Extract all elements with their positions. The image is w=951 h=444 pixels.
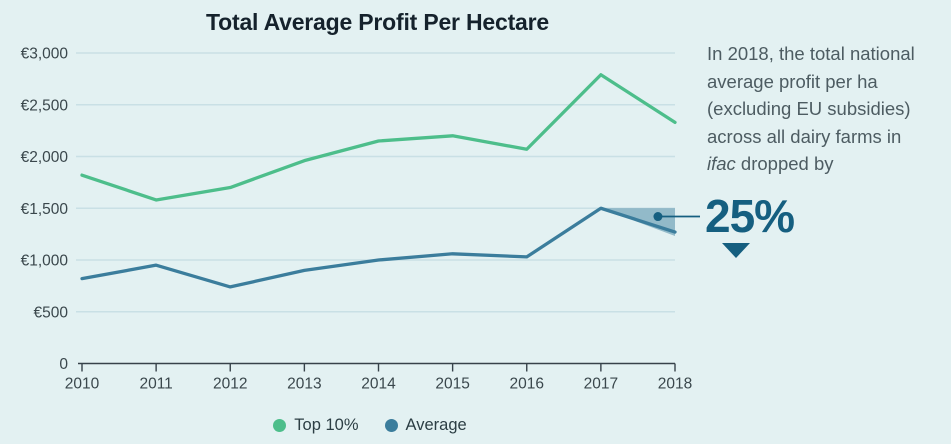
annotation-text: In 2018, the total national average prof… (707, 40, 947, 178)
annotation-line-5: ifac dropped by (707, 150, 947, 178)
chart-title: Total Average Profit Per Hectare (206, 9, 549, 35)
legend-swatch-top10-icon (273, 419, 287, 432)
callout-dot-icon (653, 212, 663, 222)
x-axis-label: 2018 (658, 376, 692, 393)
annotation-line-1: In 2018, the total national (707, 43, 915, 64)
y-axis-label: €1,500 (21, 201, 69, 218)
chart-legend: Top 10% Average (0, 416, 740, 435)
x-axis-label: 2014 (361, 376, 396, 393)
x-axis-label: 2015 (435, 376, 469, 393)
y-axis-label: €2,000 (21, 149, 69, 166)
legend-label-top10: Top 10% (294, 416, 359, 434)
x-axis-label: 2010 (65, 376, 100, 393)
annotation-line-4: across all dairy farms in (707, 125, 902, 147)
y-axis-label: €500 (34, 304, 69, 321)
y-axis-label: €3,000 (21, 46, 69, 63)
y-axis-label: €1,000 (21, 253, 69, 270)
legend-label-average: Average (405, 416, 467, 434)
annotation-italic-word: ifac (707, 153, 736, 174)
arrow-down-icon (722, 243, 750, 258)
x-axis-label: 2012 (213, 376, 247, 393)
annotation-line-3: (excluding EU subsidies) (707, 98, 911, 119)
x-axis-label: 2016 (510, 376, 544, 393)
legend-item-average: Average (384, 416, 467, 435)
x-axis-label: 2017 (584, 376, 618, 393)
series-line-average (80, 206, 677, 289)
annotation-line-2: average profit per ha (707, 70, 878, 92)
legend-swatch-average-icon (384, 419, 398, 432)
x-axis-label: 2013 (287, 376, 321, 393)
stat-percentage: 25% (705, 190, 795, 242)
series-line-top-10- (80, 73, 677, 202)
annotation-line-5-rest: dropped by (735, 153, 834, 174)
x-axis-label: 2011 (139, 376, 172, 393)
y-axis-label: €2,500 (21, 97, 69, 114)
y-axis-label: 0 (59, 356, 68, 373)
legend-item-top10: Top 10% (273, 416, 359, 435)
